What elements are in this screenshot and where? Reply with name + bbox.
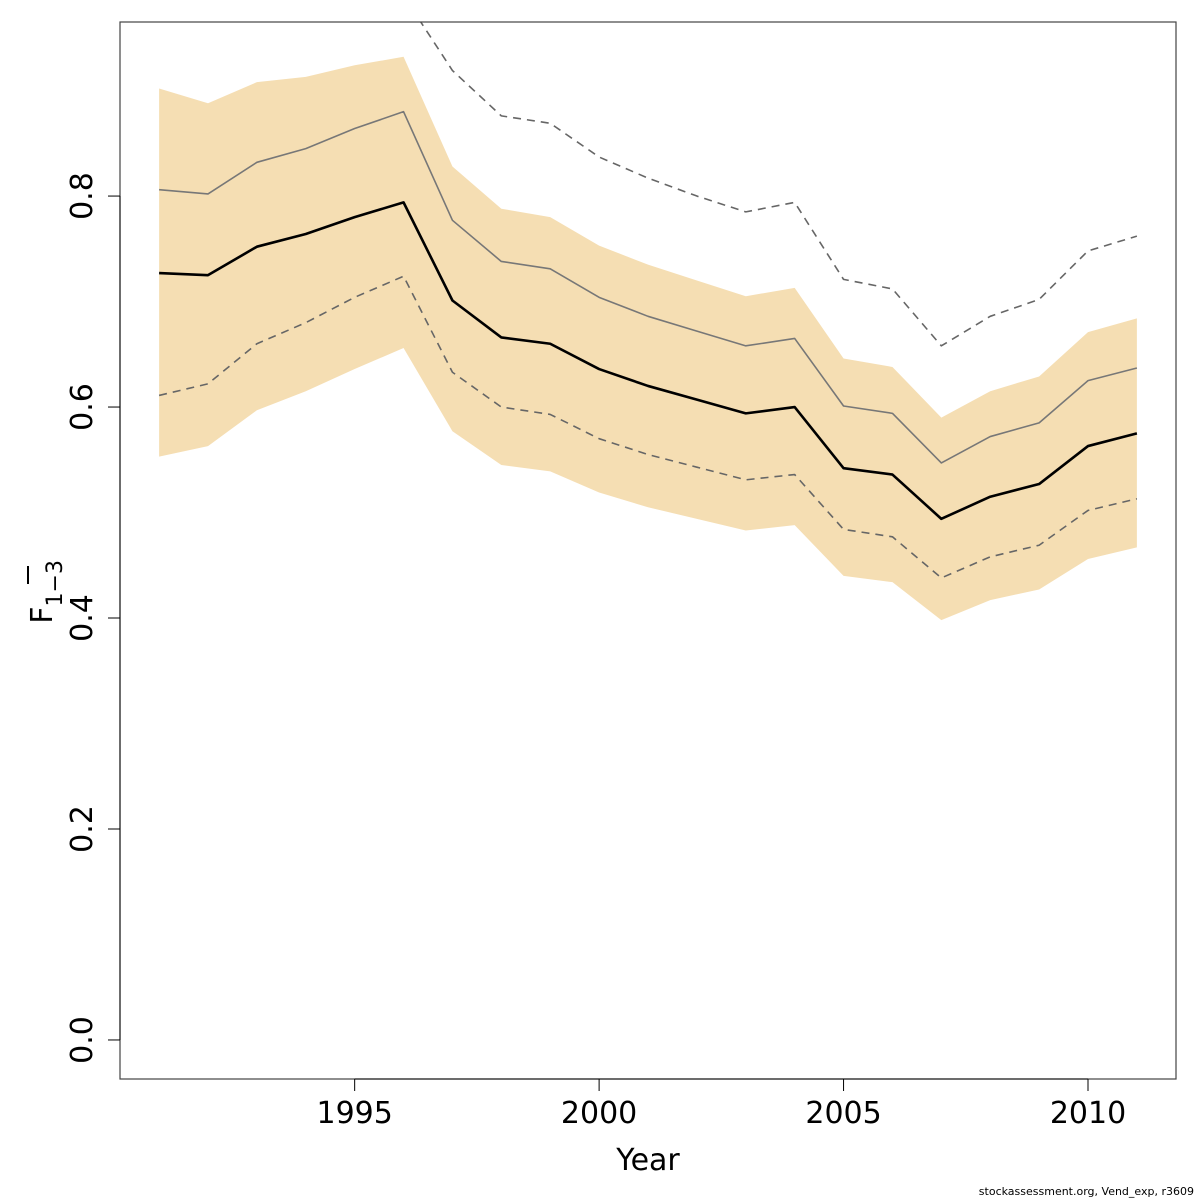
y-tick-label: 0.4 <box>65 594 100 642</box>
series-line-4 <box>419 22 1138 347</box>
y-axis-title-subscript: 1−3 <box>43 560 68 606</box>
series-line-1 <box>159 201 1138 521</box>
y-tick-label: 0.2 <box>65 805 100 853</box>
series-line-3 <box>158 275 1138 579</box>
y-axis-title: F1−3 <box>25 560 68 624</box>
axis-layer: 1995 2000 2005 2010 0.0 0.2 0.4 0.6 0.8 <box>65 172 1126 1131</box>
x-tick-label: 2000 <box>561 1096 637 1131</box>
x-tick-label: 1995 <box>316 1096 392 1131</box>
series-line-2 <box>159 110 1138 464</box>
y-axis-title-main: F <box>25 606 60 623</box>
y-tick-label: 0.0 <box>65 1016 100 1064</box>
y-tick-label: 0.6 <box>65 383 100 431</box>
x-tick-label: 2005 <box>805 1096 881 1131</box>
confidence-band <box>159 56 1137 621</box>
plot-layer <box>158 22 1138 621</box>
plot-area <box>158 22 1138 621</box>
footer-credit: stockassessment.org, Vend_exp, r3609 <box>978 1185 1194 1198</box>
svg-text:F1−3: F1−3 <box>25 560 68 624</box>
x-tick-label: 2010 <box>1050 1096 1126 1131</box>
x-axis-title: Year <box>615 1143 680 1178</box>
y-tick-label: 0.8 <box>65 172 100 220</box>
